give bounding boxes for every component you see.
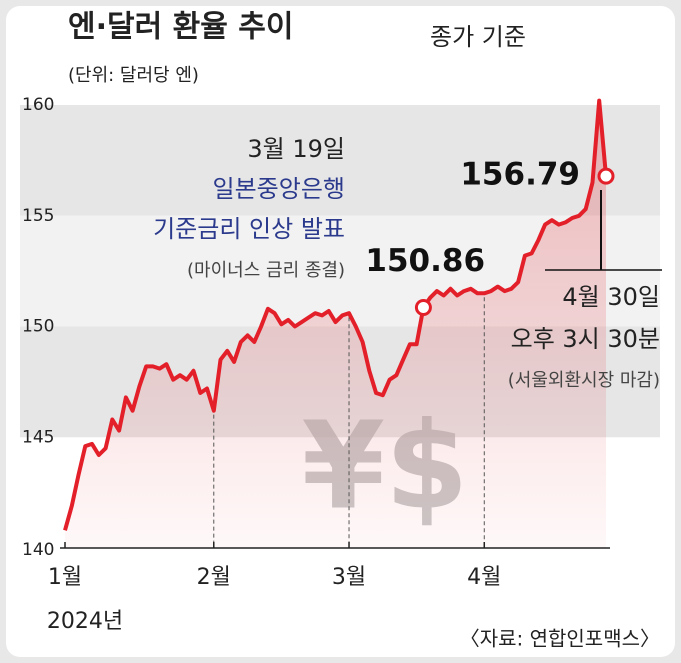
subtitle: 종가 기준 [430,23,526,51]
x-tick-label: 1월 [48,565,82,590]
annotation: (서울외환시장 마감) [508,370,660,391]
y-tick-label: 160 [22,95,54,115]
x-tick-label: 4월 [467,565,501,590]
x-tick-label: 3월 [332,565,366,590]
annotation: 오후 3시 30분 [511,325,660,353]
line [63,98,608,531]
point [414,298,432,316]
point [597,167,615,185]
chart-title: 엔·달러 환율 추이 [68,10,294,45]
y-tick-label: 140 [22,540,54,560]
year-label: 2024년 [47,609,123,634]
annotation: 3월 19일 [247,135,345,163]
y-tick-label: 145 [22,427,54,447]
annotation: 4월 30일 [562,283,660,311]
value-label: 156.79 [460,157,580,193]
source: 〈자료: 연합인포맥스〉 [460,627,660,651]
y-tick-label: 150 [22,317,54,337]
area [65,100,606,548]
y-tick-label: 155 [22,206,54,226]
value-label: 150.86 [365,243,485,279]
x-tick-label: 2월 [197,565,231,590]
annotation: 기준금리 인상 발표 [153,215,345,243]
unit-label: (단위: 달러당 엔) [68,65,199,86]
annotation: (마이너스 금리 종결) [187,260,345,281]
band [20,105,660,216]
annotation: 일본중앙은행 [213,175,345,203]
